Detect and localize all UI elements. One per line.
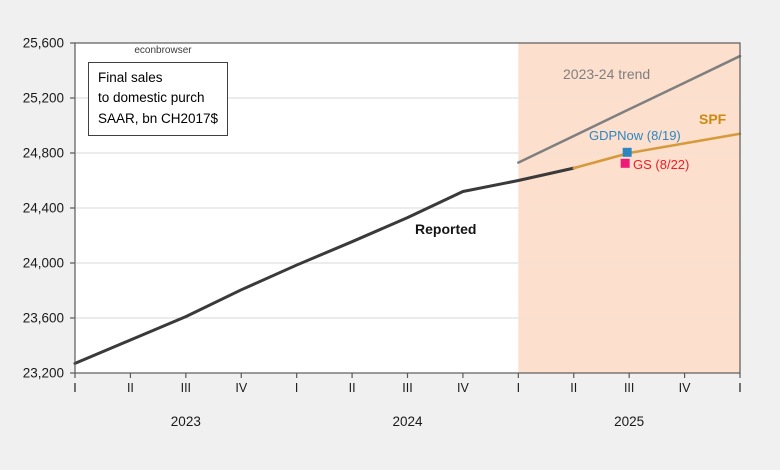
x-tick-label: IV — [679, 381, 691, 395]
x-tick-label: I — [738, 381, 741, 395]
y-tick-label: 23,200 — [23, 366, 64, 381]
x-tick-label: III — [181, 381, 191, 395]
y-tick-label: 24,000 — [23, 256, 64, 271]
x-tick-label: IV — [457, 381, 469, 395]
x-tick-label: III — [402, 381, 412, 395]
series-line-reported — [73, 166, 576, 365]
year-label: 2024 — [392, 414, 423, 429]
x-tick-label: I — [517, 381, 520, 395]
y-tick-label: 25,600 — [23, 36, 64, 51]
series-line-spf — [572, 132, 742, 170]
marker-gs-8-22- — [620, 158, 630, 168]
y-tick-label: 24,800 — [23, 146, 64, 161]
x-tick-label: II — [127, 381, 134, 395]
x-tick-label: III — [624, 381, 634, 395]
year-label: 2023 — [171, 414, 201, 429]
x-tick-label: II — [349, 381, 356, 395]
note-box-line-3: SAAR, bn CH2017$ — [98, 110, 219, 126]
y-tick-label: 24,400 — [23, 201, 64, 216]
y-tick-label: 25,200 — [23, 91, 64, 106]
x-tick-label: I — [73, 381, 76, 395]
y-tick-label: 23,600 — [23, 311, 64, 326]
year-label: 2025 — [614, 414, 644, 429]
chart-note-box: Final sales to domestic purch SAAR, bn C… — [88, 62, 229, 136]
note-box-line-2: to domestic purch — [98, 90, 205, 106]
marker-gdpnow-8-19- — [622, 147, 632, 157]
x-tick-label: I — [295, 381, 298, 395]
x-tick-label: IV — [235, 381, 247, 395]
x-tick-label: II — [570, 381, 577, 395]
series-line-2023-24-trend — [517, 54, 742, 164]
note-box-line-1: Final sales — [98, 70, 163, 85]
